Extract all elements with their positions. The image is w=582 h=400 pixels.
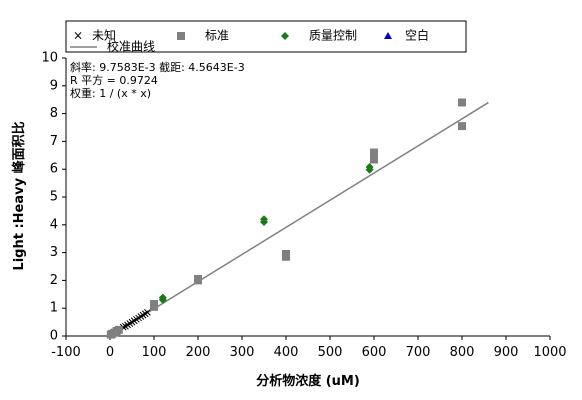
x-tick-label: 300 [230,345,255,360]
x-tick-label: 900 [494,345,519,360]
standard-point [282,249,290,258]
legend-unknown-label: 未知 [92,29,116,43]
y-tick-label: 8 [50,106,58,121]
qc-point [260,215,268,224]
unknown-point [144,309,151,316]
y-tick-label: 6 [50,162,58,177]
y-tick-label: 4 [50,217,58,232]
legend: × 未知 标准 质量控制 空白 校准曲线 [65,20,467,54]
x-tick-label: 100 [142,345,167,360]
legend-box [65,20,467,53]
standard-point [150,300,158,309]
x-tick-label: 1000 [533,345,566,360]
legend-standard-label: 标准 [205,29,229,43]
calibration-fit-line [109,101,489,337]
y-tick-label: 7 [50,134,58,149]
x-tick-label: 0 [106,345,114,360]
stats-slope-intercept: 斜率: 9.7583E-3 截距: 4.5643E-3 [70,60,245,74]
data-points [106,98,466,339]
legend-entry-unknown: × 未知 [73,29,116,43]
x-axis-label: 分析物浓度 (uM) [256,373,360,389]
y-tick-label: 9 [50,78,58,93]
x-tick-label: -100 [51,345,81,360]
y-ticks: 0 1 2 3 4 5 6 7 8 9 10 [41,51,66,344]
legend-standard-marker-icon [177,32,185,40]
stats-block: 斜率: 9.7583E-3 截距: 4.5643E-3 R 平方 = 0.972… [70,60,245,100]
legend-entry-fit: 校准曲线 [70,39,155,54]
legend-entry-blank: 空白 [384,28,429,43]
legend-unknown-marker-icon: × [73,29,83,43]
x-tick-label: 700 [406,345,431,360]
x-tick-label: 500 [318,345,343,360]
y-tick-label: 2 [50,273,58,288]
qc-point [365,162,374,171]
standard-point [114,325,123,334]
standard-point [194,275,202,284]
y-axis-label: Light :Heavy 峰面积比 [11,121,27,270]
x-tick-label: 600 [362,345,387,360]
standard-point [458,98,466,107]
legend-blank-marker-icon [384,32,392,39]
qc-point [158,293,167,302]
legend-entry-standard: 标准 [177,29,229,43]
y-tick-label: 5 [50,190,58,205]
legend-entry-qc: 质量控制 [281,29,357,43]
y-tick-label: 10 [41,51,58,66]
legend-qc-marker-icon [281,32,289,40]
x-tick-label: 400 [274,345,299,360]
legend-fit-label: 校准曲线 [107,39,155,54]
y-tick-label: 3 [50,245,58,260]
standard-point [370,148,378,157]
stats-weighting: 权重: 1 / (x * x) [70,86,151,100]
x-ticks: -100 0 100 200 300 400 500 600 700 800 900 1000 [51,336,567,360]
x-tick-label: 200 [186,345,211,360]
y-tick-label: 1 [50,301,58,316]
legend-blank-label: 空白 [405,28,429,43]
stats-r-squared: R 平方 = 0.9724 [70,73,158,87]
standard-point [458,122,466,131]
standard-point [370,152,378,161]
fit-line-layer [109,101,489,337]
legend-qc-label: 质量控制 [309,29,357,43]
y-tick-label: 0 [50,329,58,344]
x-tick-label: 800 [450,345,475,360]
